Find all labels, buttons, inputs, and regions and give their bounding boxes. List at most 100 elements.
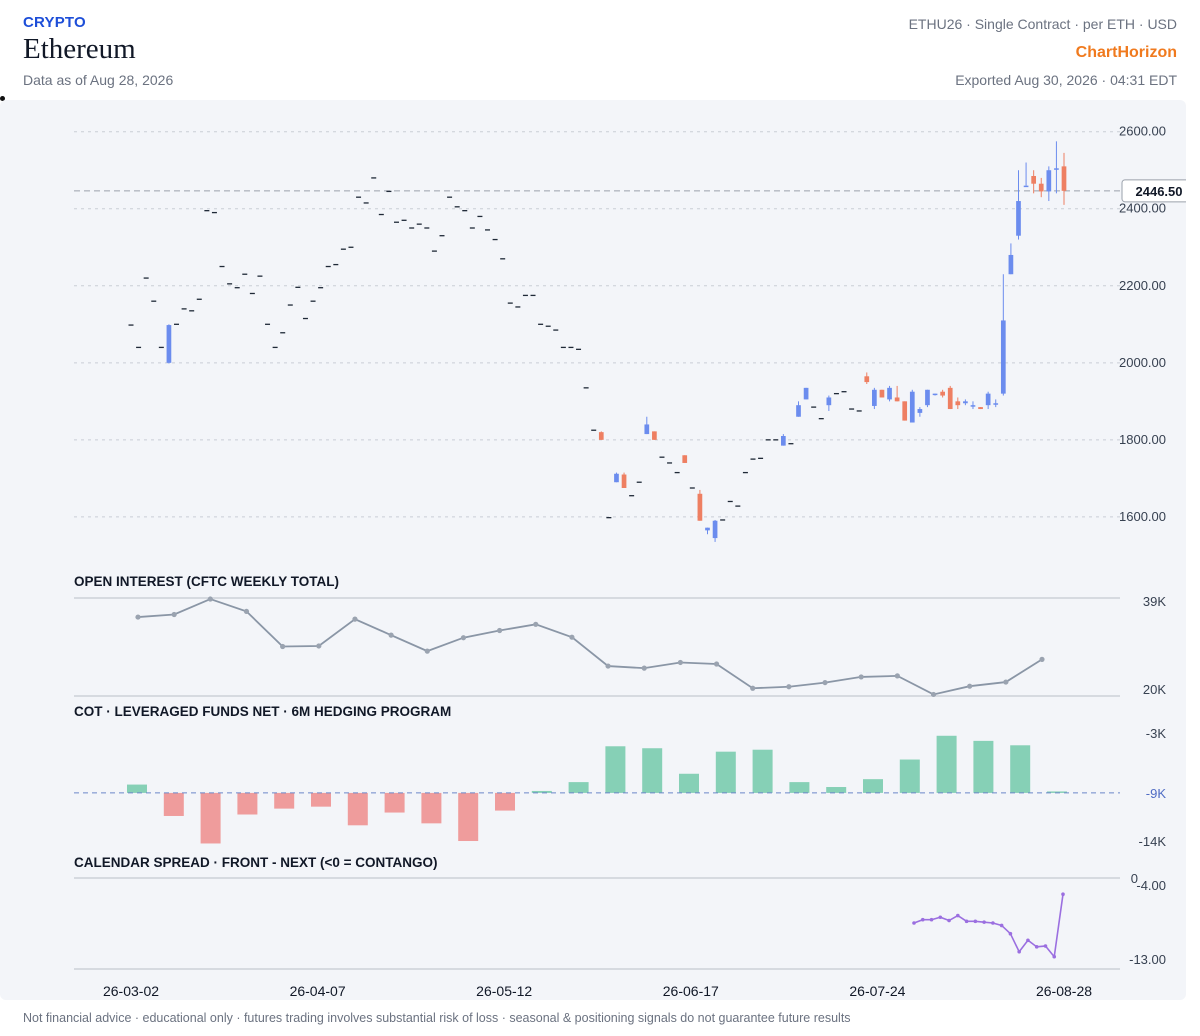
cot-y-tick-label: -3K bbox=[1146, 726, 1167, 741]
cot-bar bbox=[127, 784, 147, 793]
corner-dot-marker bbox=[0, 96, 5, 101]
price-candle-body bbox=[796, 405, 801, 417]
spread-point bbox=[991, 921, 995, 925]
oi-point bbox=[207, 596, 213, 602]
spread-y-tick-label: -4.00 bbox=[1136, 878, 1166, 893]
price-candle-body bbox=[872, 389, 877, 406]
disclaimer-footer: Not financial advice · educational only … bbox=[23, 1011, 851, 1025]
oi-y-tick-label: 39K bbox=[1143, 594, 1166, 609]
spread-point bbox=[999, 923, 1004, 928]
header-left: CRYPTO Ethereum Data as of Aug 28, 2026 bbox=[23, 14, 173, 88]
oi-point bbox=[533, 621, 539, 627]
oi-point bbox=[677, 659, 684, 666]
price-candle-body bbox=[902, 401, 908, 421]
cot-bar bbox=[274, 792, 295, 809]
oi-point bbox=[605, 663, 611, 669]
price-candle-body bbox=[1016, 201, 1021, 236]
x-tick-label: 26-07-24 bbox=[849, 983, 905, 999]
price-candle-body bbox=[932, 393, 938, 396]
oi-point bbox=[135, 614, 141, 620]
spread-point bbox=[1008, 931, 1013, 936]
cot-bar bbox=[679, 773, 699, 793]
price-candle-body bbox=[864, 376, 870, 383]
spread-point bbox=[938, 915, 943, 920]
price-candle-body bbox=[1008, 254, 1014, 275]
oi-point bbox=[930, 691, 937, 698]
oi-point bbox=[967, 683, 973, 689]
price-candle-body bbox=[598, 432, 604, 440]
oi-point bbox=[352, 616, 358, 622]
oi-point bbox=[822, 679, 828, 686]
oi-point bbox=[424, 648, 430, 654]
price-candle-body bbox=[887, 387, 892, 400]
price-candle-body bbox=[917, 409, 923, 413]
cot-bar bbox=[163, 792, 184, 816]
cot-bar bbox=[531, 790, 552, 793]
price-candle-body bbox=[826, 397, 832, 406]
price-candle-body bbox=[1061, 166, 1067, 191]
cot-bar bbox=[1010, 745, 1031, 793]
oi-point bbox=[641, 665, 647, 671]
cot-bar bbox=[458, 792, 479, 842]
oi-point bbox=[786, 684, 792, 690]
price-candle-body bbox=[1038, 183, 1044, 192]
price-candle-body bbox=[1054, 168, 1059, 170]
cot-bar bbox=[421, 792, 442, 824]
oi-point bbox=[388, 632, 394, 638]
cot-bar bbox=[752, 749, 773, 793]
spread-zero-label: 0 bbox=[1131, 871, 1138, 886]
spread-point bbox=[982, 920, 986, 924]
cot-bar bbox=[1047, 791, 1067, 793]
cot-title: COT · LEVERAGED FUNDS NET · 6M HEDGING P… bbox=[74, 704, 451, 719]
x-tick-label: 26-08-28 bbox=[1036, 983, 1092, 999]
price-candle-body bbox=[682, 455, 688, 463]
cot-bar bbox=[495, 792, 515, 811]
oi-point bbox=[243, 608, 250, 615]
last-price-label: 2446.50 bbox=[1136, 184, 1183, 199]
price-candle-body bbox=[894, 397, 900, 402]
price-candle-body bbox=[652, 431, 657, 440]
price-candle-body bbox=[1046, 170, 1052, 192]
cot-bar bbox=[311, 792, 331, 807]
cot-bar bbox=[715, 751, 736, 793]
chart-panel: 1600.00 1800.00 2000.00 2200.00 2400.00 2600.… bbox=[0, 100, 1186, 1000]
price-candle-body bbox=[925, 389, 930, 406]
price-candle-body bbox=[947, 387, 953, 410]
price-y-tick-label: 2000.00 bbox=[1119, 355, 1166, 370]
spread-point bbox=[973, 919, 978, 924]
cot-baseline-label: -9K bbox=[1146, 786, 1167, 801]
x-tick-label: 26-05-12 bbox=[476, 983, 532, 999]
price-candle-body bbox=[993, 403, 999, 405]
cot-bar bbox=[347, 792, 368, 826]
oi-point bbox=[497, 627, 503, 634]
contract-spec: ETHU26 · Single Contract · per ETH · USD bbox=[908, 16, 1177, 32]
open-interest-title: OPEN INTEREST (CFTC WEEKLY TOTAL) bbox=[74, 574, 339, 589]
data-as-of: Data as of Aug 28, 2026 bbox=[23, 72, 174, 88]
cot-bar bbox=[973, 740, 994, 793]
x-tick-label: 26-04-07 bbox=[290, 983, 346, 999]
spread-point bbox=[1017, 949, 1021, 954]
price-candle-body bbox=[1023, 185, 1029, 188]
spread-point bbox=[912, 921, 916, 925]
price-y-tick-label: 1600.00 bbox=[1119, 509, 1166, 524]
spread-point bbox=[1034, 945, 1039, 949]
cot-bar bbox=[605, 746, 626, 793]
x-tick-label: 26-06-17 bbox=[663, 983, 719, 999]
oi-point bbox=[713, 661, 720, 667]
spread-series-line bbox=[913, 894, 1064, 959]
price-y-tick-label: 1800.00 bbox=[1119, 432, 1166, 447]
cot-y-tick-label: -14K bbox=[1139, 834, 1167, 849]
price-candle-body bbox=[803, 387, 809, 400]
price-candle-body bbox=[697, 493, 703, 521]
last-price-badge bbox=[1121, 179, 1186, 203]
price-candle-body bbox=[166, 325, 172, 363]
oi-point bbox=[858, 674, 864, 680]
oi-point bbox=[1003, 679, 1009, 685]
cot-bar bbox=[899, 759, 920, 793]
spread-point bbox=[964, 919, 969, 924]
spread-point bbox=[929, 917, 934, 922]
spread-point bbox=[947, 918, 951, 923]
asset-name: Ethereum bbox=[23, 33, 136, 65]
price-y-tick-label: 2600.00 bbox=[1119, 124, 1166, 139]
price-candle-body bbox=[1000, 320, 1006, 394]
